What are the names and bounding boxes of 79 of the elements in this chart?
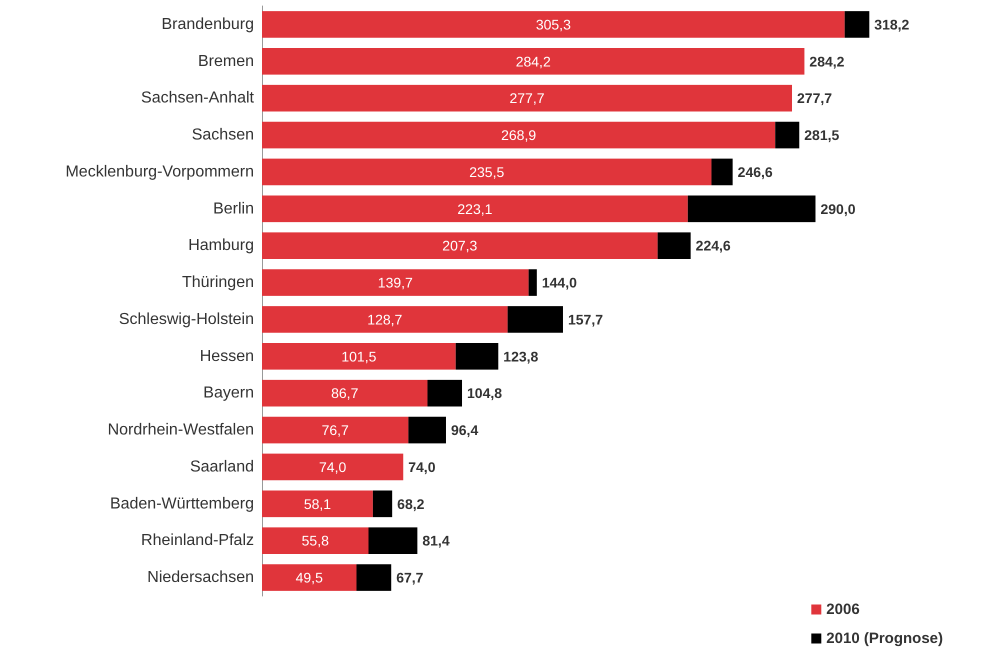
- bar: [262, 343, 456, 370]
- y-tick-label: Bayern: [203, 384, 254, 402]
- bar: [262, 454, 404, 480]
- total-label: 144,0: [542, 274, 578, 291]
- total-label: 318,2: [874, 16, 910, 32]
- data-label: 58,1: [304, 496, 332, 512]
- legend-label: 2010 (Prognose): [826, 630, 944, 647]
- y-tick-label: Bremen: [198, 52, 254, 70]
- bar: [408, 416, 446, 444]
- bar: [528, 269, 537, 296]
- data-label: 101,5: [341, 348, 377, 364]
- bar: [262, 11, 845, 38]
- total-label: 68,2: [397, 496, 425, 512]
- data-label: 277,7: [509, 90, 545, 106]
- bar: [262, 380, 428, 406]
- bar: [368, 527, 418, 554]
- bar: [508, 306, 563, 333]
- total-label: 281,5: [804, 127, 840, 144]
- bar: [262, 269, 529, 296]
- bar: [844, 11, 870, 38]
- bar: [262, 84, 792, 112]
- y-tick-label: Saarland: [190, 458, 254, 476]
- y-tick-label: Niedersachsen: [147, 569, 254, 586]
- data-label: 86,7: [331, 385, 359, 402]
- total-label: 74,0: [408, 458, 436, 475]
- total-label: 104,8: [467, 385, 502, 402]
- total-label: 290,0: [820, 200, 856, 217]
- y-tick-label: Nordrhein-Westfalen: [108, 422, 254, 439]
- total-label: 157,7: [568, 311, 604, 328]
- bar: [427, 380, 462, 406]
- data-label: 223,1: [457, 200, 493, 217]
- data-label: 305,3: [536, 16, 572, 32]
- bar: [262, 158, 712, 186]
- y-tick-label: Schleswig-Holstein: [118, 310, 254, 328]
- bar: [262, 416, 408, 444]
- y-tick-label: Mecklenburg-Vorpommern: [65, 163, 254, 180]
- legend-label: 2006: [826, 601, 860, 618]
- total-label: 246,6: [738, 164, 773, 180]
- total-label: 277,7: [797, 90, 832, 106]
- y-tick-label: Hamburg: [188, 237, 254, 254]
- bar: [688, 196, 816, 222]
- data-label: 139,7: [378, 274, 414, 291]
- bar: [262, 122, 776, 148]
- y-tick-label: Sachsen-Anhalt: [141, 90, 255, 107]
- bar: [356, 564, 392, 591]
- bar: [372, 490, 392, 518]
- y-tick-label: Brandenburg: [161, 16, 254, 33]
- bar: [262, 564, 356, 591]
- bar: [456, 343, 498, 370]
- y-tick-label: Berlin: [213, 200, 254, 218]
- data-label: 235,5: [469, 164, 504, 180]
- bar: [262, 196, 688, 222]
- bar: [262, 48, 804, 75]
- data-label: 207,3: [442, 238, 478, 254]
- bar: [262, 306, 508, 333]
- y-tick-label: Hessen: [200, 348, 254, 365]
- bar: [262, 527, 368, 554]
- y-tick-label: Thüringen: [182, 274, 254, 292]
- data-label: 74,0: [318, 458, 346, 475]
- y-tick-label: Sachsen: [192, 126, 254, 144]
- data-label: 268,9: [501, 127, 536, 144]
- bar: [711, 158, 733, 186]
- total-label: 284,2: [809, 53, 845, 70]
- total-label: 123,8: [503, 348, 539, 364]
- y-tick-label: Baden-Württemberg: [110, 495, 254, 512]
- total-label: 224,6: [696, 238, 731, 254]
- data-label: 284,2: [516, 53, 551, 70]
- bar: [775, 122, 800, 148]
- data-label: 49,5: [296, 570, 324, 586]
- bar: [262, 490, 373, 518]
- bar: [262, 232, 658, 259]
- data-label: 76,7: [322, 422, 350, 438]
- data-label: 55,8: [302, 532, 330, 549]
- total-label: 67,7: [396, 570, 424, 586]
- bar: [658, 232, 691, 259]
- data-label: 128,7: [367, 311, 403, 328]
- total-label: 96,4: [450, 422, 478, 438]
- total-label: 81,4: [422, 532, 450, 549]
- y-tick-label: Rheinland-Pfalz: [141, 532, 254, 550]
